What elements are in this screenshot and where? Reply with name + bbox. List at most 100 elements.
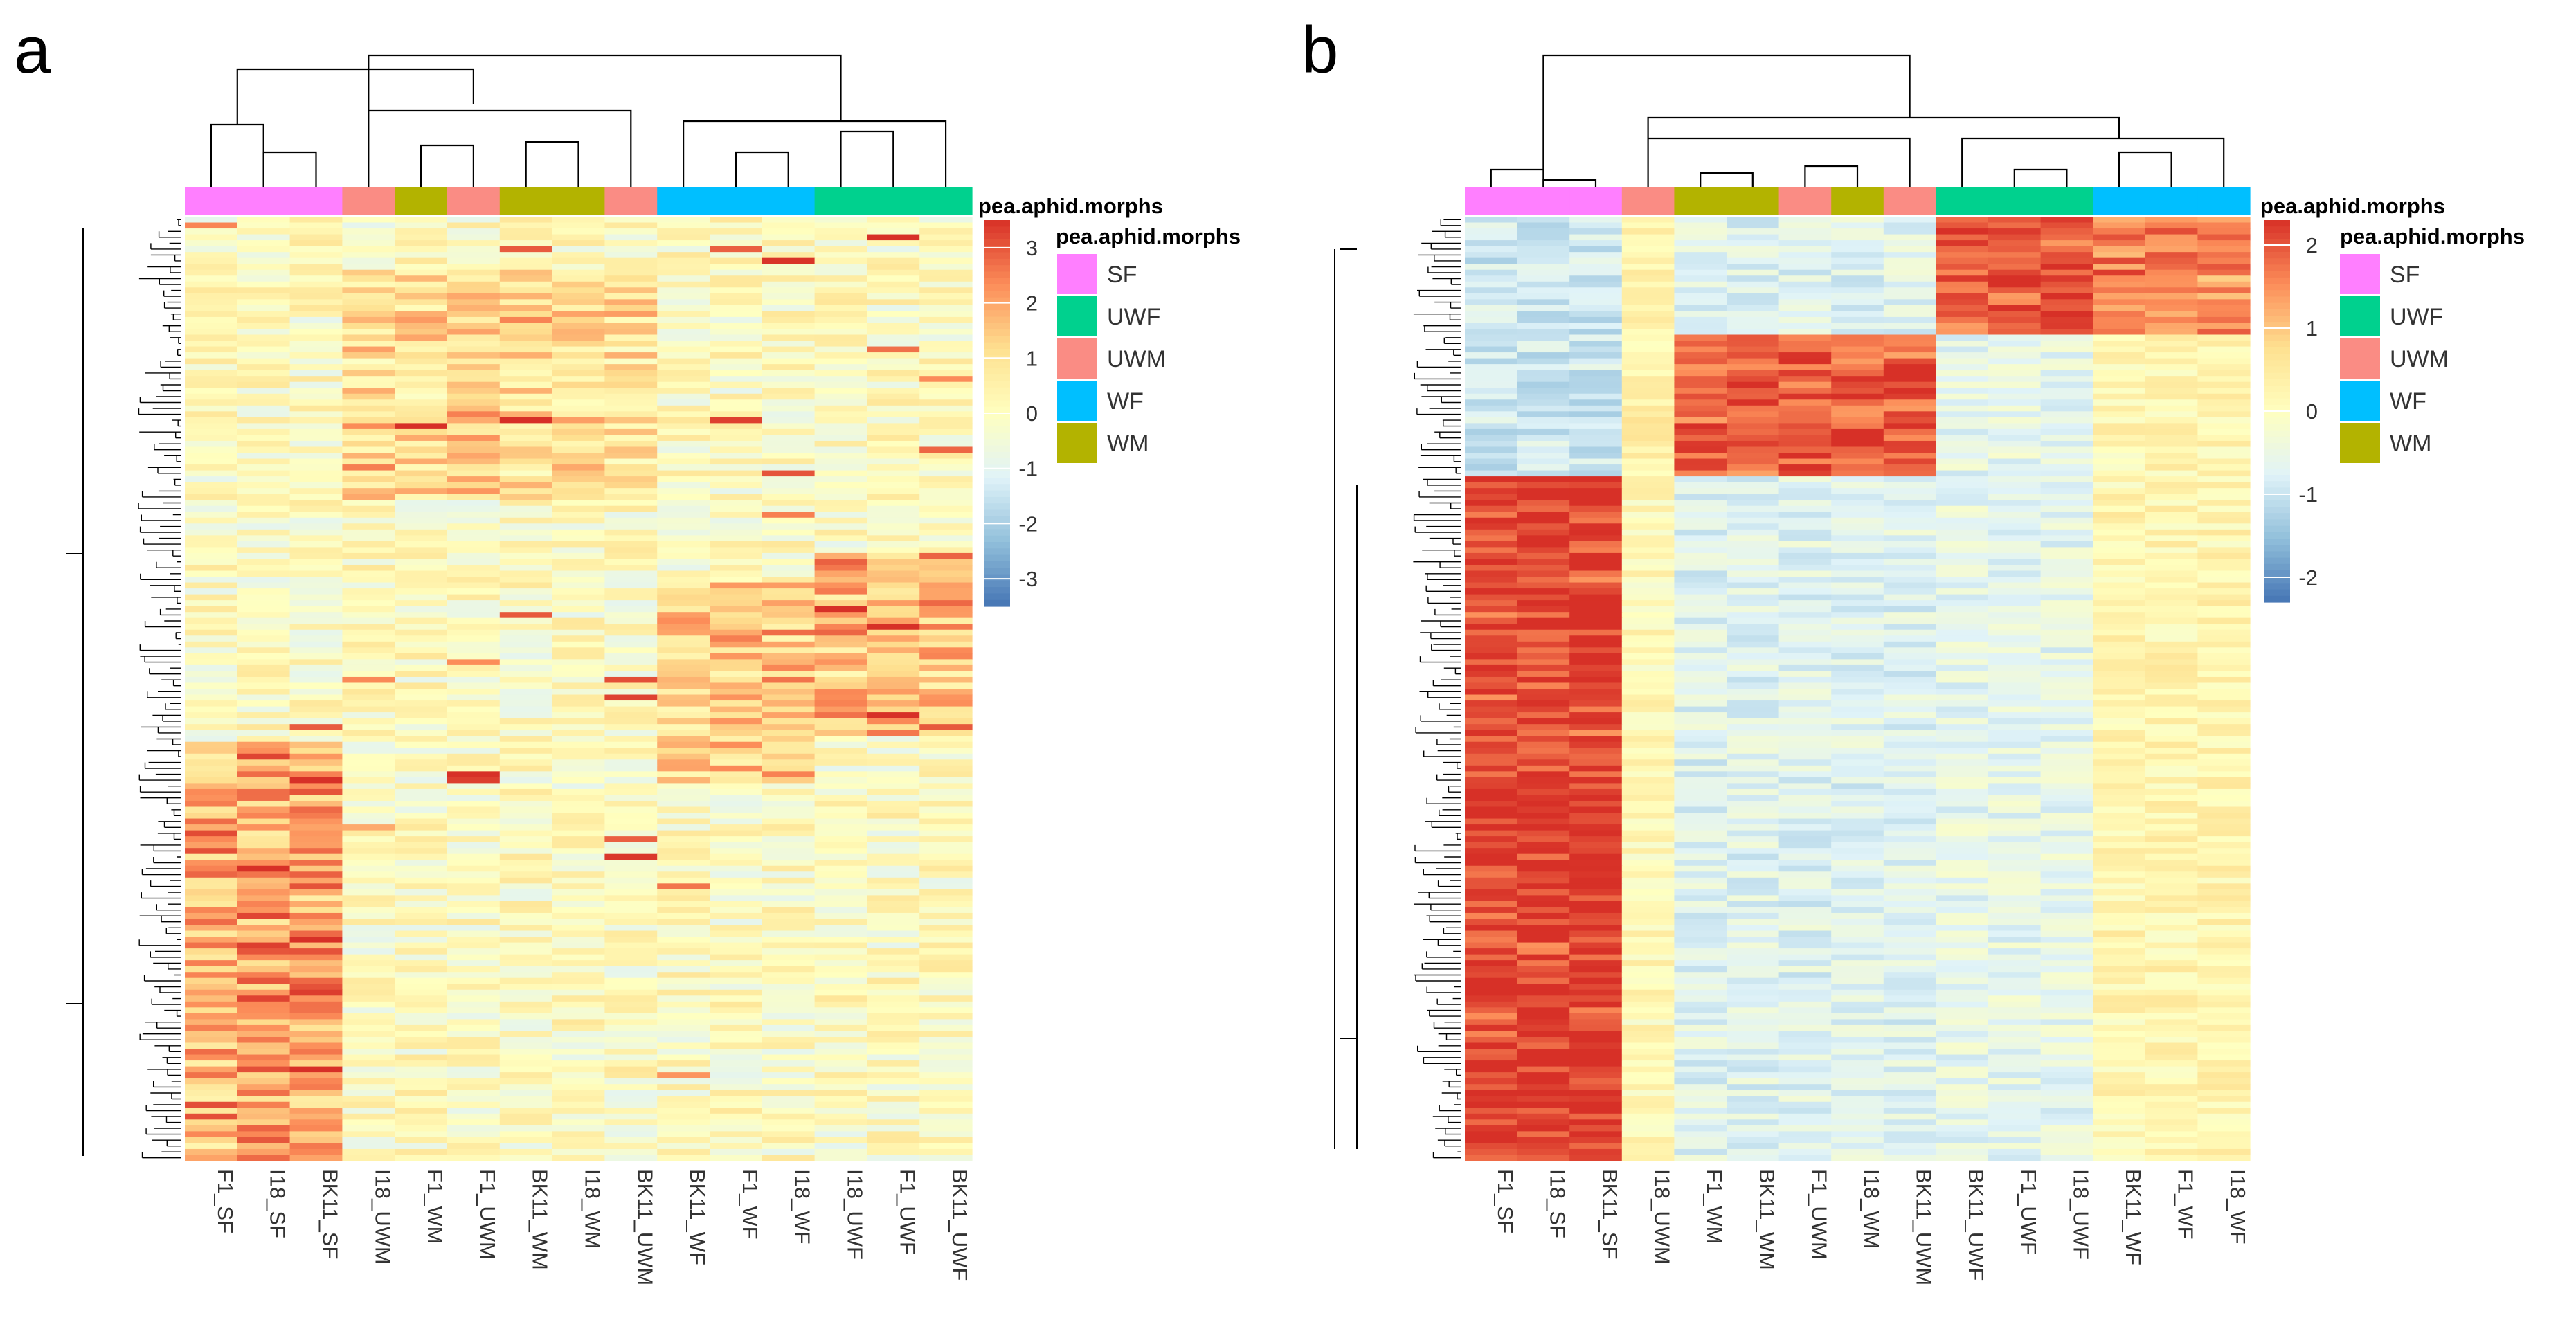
heatmap-cell xyxy=(185,883,238,890)
annotation-cell xyxy=(237,187,291,215)
heatmap-cell xyxy=(1883,1131,1936,1138)
heatmap-cell xyxy=(867,305,920,312)
heatmap-cell xyxy=(2093,653,2146,660)
heatmap-cell xyxy=(2040,552,2093,560)
heatmap-cell xyxy=(185,293,238,300)
heatmap-cell xyxy=(2197,1137,2251,1144)
heatmap-cell xyxy=(342,718,395,725)
heatmap-cell xyxy=(604,246,658,253)
heatmap-cell xyxy=(604,629,658,636)
heatmap-cell xyxy=(919,1060,973,1067)
heatmap-cell xyxy=(919,334,973,341)
heatmap-cell xyxy=(1778,364,1832,371)
heatmap-cell xyxy=(867,352,920,359)
legend-label: WF xyxy=(1107,388,1144,415)
heatmap-cell xyxy=(919,517,973,524)
heatmap-cell xyxy=(185,606,238,613)
heatmap-cell xyxy=(1778,1131,1832,1138)
heatmap-cell xyxy=(2040,954,2093,961)
heatmap-cell xyxy=(1831,700,1884,707)
heatmap-cell xyxy=(1831,311,1884,318)
heatmap-cell xyxy=(499,228,553,235)
heatmap-cell xyxy=(2093,299,2146,306)
heatmap-cell xyxy=(814,948,867,955)
heatmap-cell xyxy=(710,635,763,642)
heatmap-cell xyxy=(1517,559,1570,566)
heatmap-cell xyxy=(1727,405,1780,412)
heatmap-cell xyxy=(1465,960,1518,967)
heatmap-cell xyxy=(1727,617,1780,624)
heatmap-cell xyxy=(499,423,553,430)
heatmap-cell xyxy=(1674,694,1727,701)
heatmap-cell xyxy=(342,765,395,772)
heatmap-cell xyxy=(1465,570,1518,577)
heatmap-cell xyxy=(1778,393,1832,400)
heatmap-cell xyxy=(814,860,867,867)
heatmap-cell xyxy=(342,364,395,371)
heatmap-cell xyxy=(552,529,605,536)
heatmap-cell xyxy=(499,482,553,489)
heatmap-cell xyxy=(447,824,501,831)
heatmap-cell xyxy=(1831,848,1884,855)
heatmap-cell xyxy=(1465,505,1518,512)
heatmap-cell xyxy=(395,871,448,878)
heatmap-cell xyxy=(185,577,238,584)
heatmap-cell xyxy=(2145,676,2198,684)
heatmap-cell xyxy=(1988,977,2042,984)
heatmap-cell xyxy=(2040,664,2093,672)
heatmap-cell xyxy=(762,435,816,442)
heatmap-cell xyxy=(185,428,238,436)
heatmap-cell xyxy=(499,1119,553,1126)
heatmap-cell xyxy=(2145,682,2198,689)
heatmap-cell xyxy=(1465,718,1518,725)
heatmap-cell xyxy=(1517,765,1570,772)
heatmap-cell xyxy=(1465,246,1518,253)
heatmap-cell xyxy=(342,381,395,388)
heatmap-cell xyxy=(1569,777,1623,784)
column-label: F1_WF xyxy=(738,1169,762,1240)
heatmap-cell xyxy=(342,287,395,294)
heatmap-cell xyxy=(1988,865,2042,872)
heatmap-cell xyxy=(1988,388,2042,395)
heatmap-cell xyxy=(710,848,763,855)
heatmap-cell xyxy=(2040,1090,2093,1096)
heatmap-cell xyxy=(2197,741,2251,748)
heatmap-cell xyxy=(1988,411,2042,418)
heatmap-cell xyxy=(1883,706,1936,713)
heatmap-cell xyxy=(1936,612,1989,619)
heatmap-cell xyxy=(657,364,710,371)
heatmap-cell xyxy=(762,925,816,932)
heatmap-cell xyxy=(342,577,395,584)
heatmap-cell xyxy=(1674,1060,1727,1067)
heatmap-cell xyxy=(395,853,448,860)
heatmap-cell xyxy=(814,1013,867,1020)
heatmap-cell xyxy=(604,1066,658,1073)
heatmap-cell xyxy=(447,1066,501,1073)
heatmap-cell xyxy=(499,1042,553,1049)
heatmap-cell xyxy=(1674,995,1727,1002)
heatmap-cell xyxy=(762,328,816,336)
heatmap-cell xyxy=(1517,617,1570,624)
heatmap-cell xyxy=(1988,328,2042,336)
heatmap-cell xyxy=(185,1084,238,1091)
heatmap-cell xyxy=(1465,659,1518,666)
heatmap-cell xyxy=(552,423,605,430)
heatmap-cell xyxy=(1778,694,1832,701)
heatmap-cell xyxy=(395,1078,448,1085)
heatmap-cell xyxy=(1727,488,1780,495)
heatmap-cell xyxy=(762,818,816,825)
heatmap-cell xyxy=(447,629,501,636)
heatmap-cell xyxy=(867,570,920,577)
heatmap-cell xyxy=(1674,423,1727,430)
heatmap-cell xyxy=(1988,512,2042,518)
heatmap-cell xyxy=(1936,464,1989,471)
heatmap-cell xyxy=(1778,517,1832,524)
heatmap-cell xyxy=(2040,1125,2093,1132)
heatmap-cell xyxy=(447,1148,501,1156)
heatmap-cell xyxy=(237,676,291,684)
heatmap-cell xyxy=(1988,889,2042,896)
heatmap-cell xyxy=(185,741,238,748)
column-label: BK11_SF xyxy=(318,1169,343,1259)
heatmap-cell xyxy=(1465,842,1518,849)
heatmap-cell xyxy=(499,771,553,778)
